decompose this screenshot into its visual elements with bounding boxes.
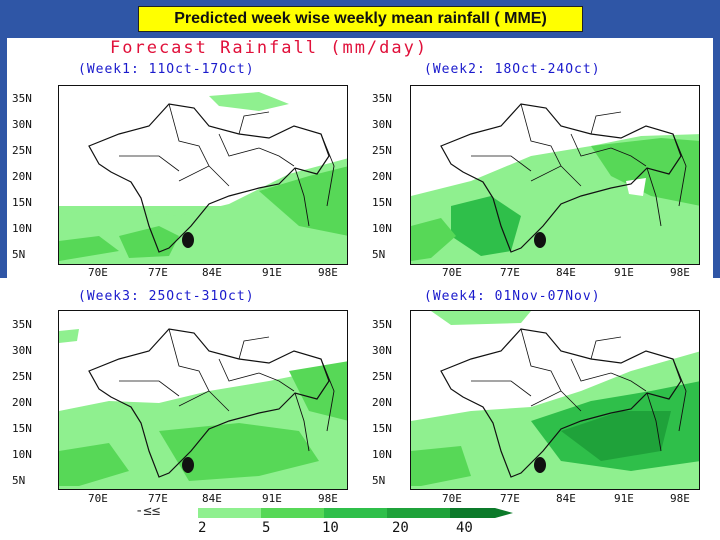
lat-tick: 35N — [12, 318, 32, 331]
legend-level: 20 — [392, 520, 409, 536]
legend-swatch — [387, 508, 450, 518]
lat-tick: 30N — [372, 118, 392, 131]
header-banner: Predicted week wise weekly mean rainfall… — [0, 0, 720, 38]
lon-tick: 84E — [556, 492, 576, 505]
lon-tick: 70E — [442, 492, 462, 505]
week3-label: (Week3: 25Oct-31Oct) — [78, 289, 255, 304]
lat-tick: 35N — [372, 318, 392, 331]
lat-tick: 30N — [12, 118, 32, 131]
map-panel-week2 — [410, 85, 700, 265]
lon-tick: 84E — [202, 492, 222, 505]
lat-tick: 35N — [12, 92, 32, 105]
lat-tick: 25N — [12, 370, 32, 383]
lat-tick: 10N — [12, 448, 32, 461]
lon-tick: 70E — [88, 492, 108, 505]
legend-swatch — [261, 508, 324, 518]
lat-tick: 15N — [12, 196, 32, 209]
lon-tick: 98E — [318, 266, 338, 279]
lat-tick: 15N — [12, 422, 32, 435]
legend-arrow — [495, 508, 513, 518]
lon-tick: 77E — [148, 492, 168, 505]
lat-tick: 15N — [372, 422, 392, 435]
lon-tick: 84E — [556, 266, 576, 279]
lon-tick: 91E — [614, 492, 634, 505]
lon-tick: 91E — [262, 492, 282, 505]
lat-tick: 10N — [372, 222, 392, 235]
lat-tick: 30N — [12, 344, 32, 357]
lat-tick: 20N — [12, 396, 32, 409]
lat-tick: 5N — [372, 474, 386, 487]
lat-tick: 5N — [12, 474, 26, 487]
lon-tick: 91E — [262, 266, 282, 279]
lon-tick: 91E — [614, 266, 634, 279]
lon-tick: 70E — [442, 266, 462, 279]
lat-tick: 10N — [12, 222, 32, 235]
legend-level: 40 — [456, 520, 473, 536]
legend-decoration: -≤≤ — [135, 503, 161, 519]
lat-tick: 25N — [372, 144, 392, 157]
lon-tick: 77E — [148, 266, 168, 279]
lat-tick: 30N — [372, 344, 392, 357]
lat-tick: 5N — [372, 248, 386, 261]
lon-tick: 98E — [670, 266, 690, 279]
lon-tick: 98E — [670, 492, 690, 505]
lat-tick: 25N — [372, 370, 392, 383]
lat-tick: 15N — [372, 196, 392, 209]
lat-tick: 20N — [372, 396, 392, 409]
week1-label: (Week1: 11Oct-17Oct) — [78, 62, 255, 77]
figure-title: Forecast Rainfall (mm/day) — [110, 38, 429, 58]
lat-tick: 25N — [12, 144, 32, 157]
lon-tick: 77E — [500, 266, 520, 279]
legend-level: 5 — [262, 520, 271, 536]
week4-label: (Week4: 01Nov-07Nov) — [424, 289, 601, 304]
legend-swatch — [450, 508, 495, 518]
lon-tick: 98E — [318, 492, 338, 505]
right-frame — [713, 38, 720, 278]
legend-colorbar — [198, 508, 513, 518]
week2-label: (Week2: 18Oct-24Oct) — [424, 62, 601, 77]
lat-tick: 35N — [372, 92, 392, 105]
legend-swatch — [324, 508, 387, 518]
map-panel-week1 — [58, 85, 348, 265]
legend-swatch — [198, 508, 261, 518]
lat-tick: 20N — [12, 170, 32, 183]
map-panel-week3 — [58, 310, 348, 490]
left-frame — [0, 38, 7, 278]
legend-level: 2 — [198, 520, 207, 536]
lat-tick: 20N — [372, 170, 392, 183]
lat-tick: 5N — [12, 248, 26, 261]
lat-tick: 10N — [372, 448, 392, 461]
page-title: Predicted week wise weekly mean rainfall… — [138, 6, 583, 32]
lon-tick: 84E — [202, 266, 222, 279]
map-panel-week4 — [410, 310, 700, 490]
lon-tick: 77E — [500, 492, 520, 505]
legend-level: 10 — [322, 520, 339, 536]
lon-tick: 70E — [88, 266, 108, 279]
